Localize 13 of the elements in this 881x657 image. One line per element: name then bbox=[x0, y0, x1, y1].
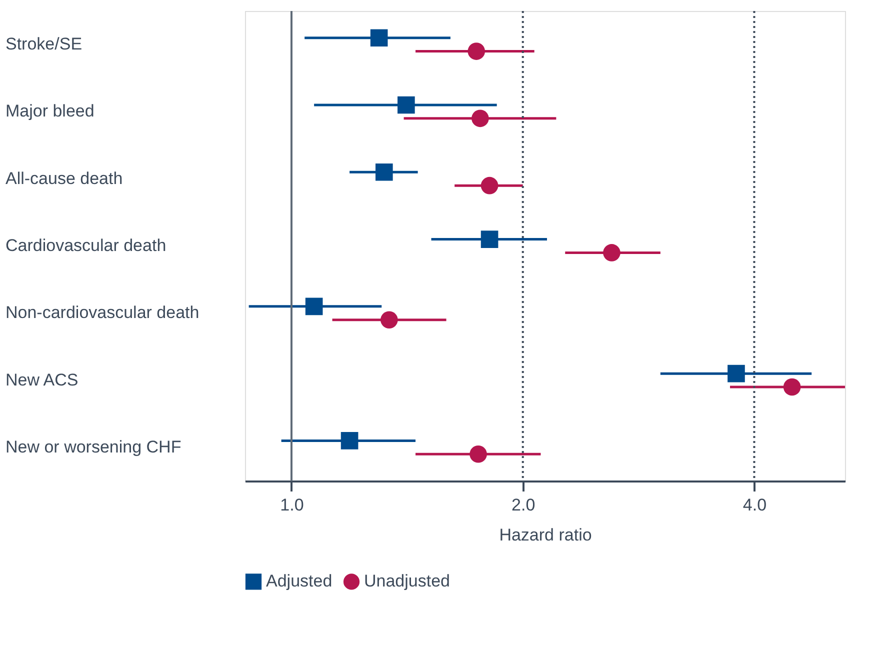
y-tick-label: Stroke/SE bbox=[6, 34, 82, 54]
x-tick-label: 1.0 bbox=[280, 496, 304, 514]
y-tick-label: New ACS bbox=[6, 370, 78, 390]
y-tick-label: All-cause death bbox=[6, 168, 123, 188]
x-tick-label: 2.0 bbox=[512, 496, 536, 514]
x-axis-title: Hazard ratio bbox=[499, 526, 592, 544]
y-tick-label: Cardiovascular death bbox=[6, 236, 166, 255]
legend-label: Unadjusted bbox=[364, 572, 450, 591]
x-tick-label: 4.0 bbox=[742, 496, 767, 514]
legend-label: Adjusted bbox=[266, 572, 332, 591]
y-tick-label: New or worsening CHF bbox=[6, 437, 182, 456]
y-tick-label: Major bleed bbox=[6, 102, 94, 121]
y-tick-label: Non-cardiovascular death bbox=[6, 303, 200, 322]
